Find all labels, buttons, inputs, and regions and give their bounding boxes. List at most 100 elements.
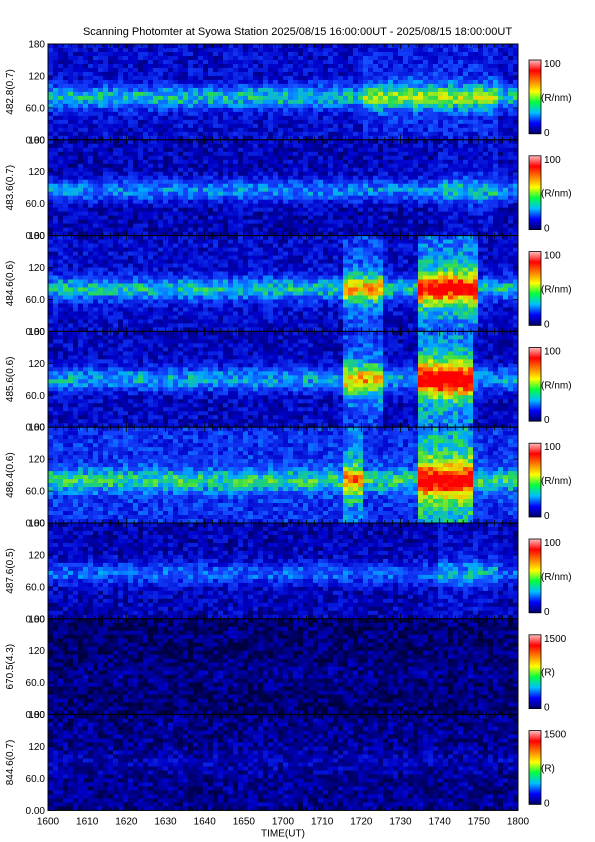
heatmap-cell bbox=[208, 51, 214, 57]
heatmap-cell bbox=[288, 79, 294, 85]
heatmap-cell bbox=[493, 107, 499, 113]
heatmap-cell bbox=[208, 147, 214, 153]
heatmap-cell bbox=[443, 195, 449, 200]
heatmap-cell bbox=[53, 75, 59, 81]
heatmap-cell bbox=[448, 211, 454, 216]
heatmap-cell bbox=[173, 215, 179, 220]
heatmap-cell bbox=[343, 227, 349, 232]
heatmap-cell bbox=[158, 215, 164, 220]
heatmap-cell bbox=[503, 207, 509, 212]
heatmap-cell bbox=[483, 75, 489, 81]
heatmap-cell bbox=[178, 219, 184, 224]
heatmap-cell bbox=[443, 107, 449, 113]
heatmap-cell bbox=[228, 59, 234, 65]
heatmap-cell bbox=[268, 187, 274, 192]
heatmap-cell bbox=[428, 147, 434, 153]
heatmap-cell bbox=[273, 99, 279, 105]
heatmap-cell bbox=[488, 219, 494, 224]
heatmap-cell bbox=[343, 163, 349, 169]
heatmap-cell bbox=[103, 223, 109, 228]
heatmap-cell bbox=[428, 167, 434, 173]
heatmap-cell bbox=[283, 83, 289, 89]
heatmap-cell bbox=[353, 67, 359, 73]
heatmap-cell bbox=[493, 119, 499, 125]
heatmap-cell bbox=[308, 187, 314, 192]
heatmap-cell bbox=[438, 44, 444, 49]
heatmap-cell bbox=[503, 219, 509, 224]
heatmap-cell bbox=[458, 187, 464, 192]
heatmap-cell bbox=[113, 59, 119, 65]
heatmap-cell bbox=[328, 91, 334, 97]
heatmap-cell bbox=[363, 143, 369, 149]
heatmap-cell bbox=[68, 235, 74, 240]
heatmap-cell bbox=[168, 235, 174, 240]
heatmap-cell bbox=[388, 44, 394, 49]
heatmap-cell bbox=[123, 107, 129, 113]
heatmap-cell bbox=[123, 159, 129, 165]
heatmap-cell bbox=[403, 163, 409, 169]
heatmap-cell bbox=[333, 99, 339, 105]
heatmap-cell bbox=[63, 71, 69, 77]
heatmap-cell bbox=[393, 131, 399, 137]
heatmap-cell bbox=[363, 151, 369, 157]
heatmap-cell bbox=[438, 223, 444, 228]
heatmap-cell bbox=[268, 59, 274, 65]
heatmap-cell bbox=[393, 223, 399, 228]
heatmap-cell bbox=[428, 51, 434, 57]
heatmap-cell bbox=[98, 167, 104, 173]
heatmap-cell bbox=[153, 159, 159, 165]
heatmap-cell bbox=[393, 79, 399, 85]
heatmap-cell bbox=[278, 227, 284, 232]
heatmap-cell bbox=[278, 231, 284, 236]
heatmap-cell bbox=[288, 199, 294, 204]
heatmap-cell bbox=[428, 131, 434, 137]
heatmap-cell bbox=[468, 171, 474, 177]
heatmap-cell bbox=[418, 207, 424, 212]
heatmap-cell bbox=[498, 135, 504, 141]
heatmap-cell bbox=[68, 59, 74, 65]
heatmap-cell bbox=[128, 231, 134, 236]
heatmap-cell bbox=[128, 107, 134, 113]
heatmap-cell bbox=[193, 175, 199, 181]
heatmap-cell bbox=[333, 63, 339, 69]
heatmap-cell bbox=[103, 63, 109, 69]
heatmap-cell bbox=[328, 71, 334, 77]
heatmap-cell bbox=[258, 83, 264, 89]
heatmap-cell bbox=[148, 231, 154, 236]
heatmap-cell bbox=[223, 163, 229, 169]
heatmap-cell bbox=[193, 191, 199, 196]
heatmap-cell bbox=[443, 163, 449, 169]
heatmap-cell bbox=[243, 231, 249, 236]
heatmap-cell bbox=[158, 63, 164, 69]
heatmap-cell bbox=[88, 235, 94, 240]
heatmap-cell bbox=[188, 55, 194, 61]
heatmap-cell bbox=[438, 91, 444, 97]
heatmap-cell bbox=[138, 163, 144, 169]
heatmap-cell bbox=[143, 167, 149, 173]
heatmap-cell bbox=[418, 123, 424, 129]
heatmap-cell bbox=[303, 55, 309, 61]
heatmap-cell bbox=[313, 179, 319, 185]
heatmap-cell bbox=[118, 139, 124, 145]
heatmap-cell bbox=[453, 183, 459, 188]
heatmap-cell bbox=[48, 151, 54, 157]
heatmap-cell bbox=[248, 83, 254, 89]
heatmap-cell bbox=[458, 163, 464, 169]
heatmap-cell bbox=[373, 59, 379, 65]
heatmap-cell bbox=[363, 131, 369, 137]
heatmap-cell bbox=[433, 63, 439, 69]
heatmap-cell bbox=[213, 103, 219, 109]
heatmap-cell bbox=[363, 99, 369, 105]
heatmap-cell bbox=[203, 51, 209, 57]
heatmap-cell bbox=[443, 95, 449, 101]
heatmap-cell bbox=[298, 139, 304, 145]
heatmap-cell bbox=[163, 151, 169, 157]
heatmap-cell bbox=[238, 59, 244, 65]
heatmap-cell bbox=[228, 223, 234, 228]
heatmap-cell bbox=[398, 107, 404, 113]
heatmap-cell bbox=[508, 215, 514, 220]
heatmap-cell bbox=[283, 183, 289, 188]
heatmap-cell bbox=[288, 155, 294, 161]
heatmap-cell bbox=[448, 223, 454, 228]
heatmap-cell bbox=[288, 239, 294, 244]
